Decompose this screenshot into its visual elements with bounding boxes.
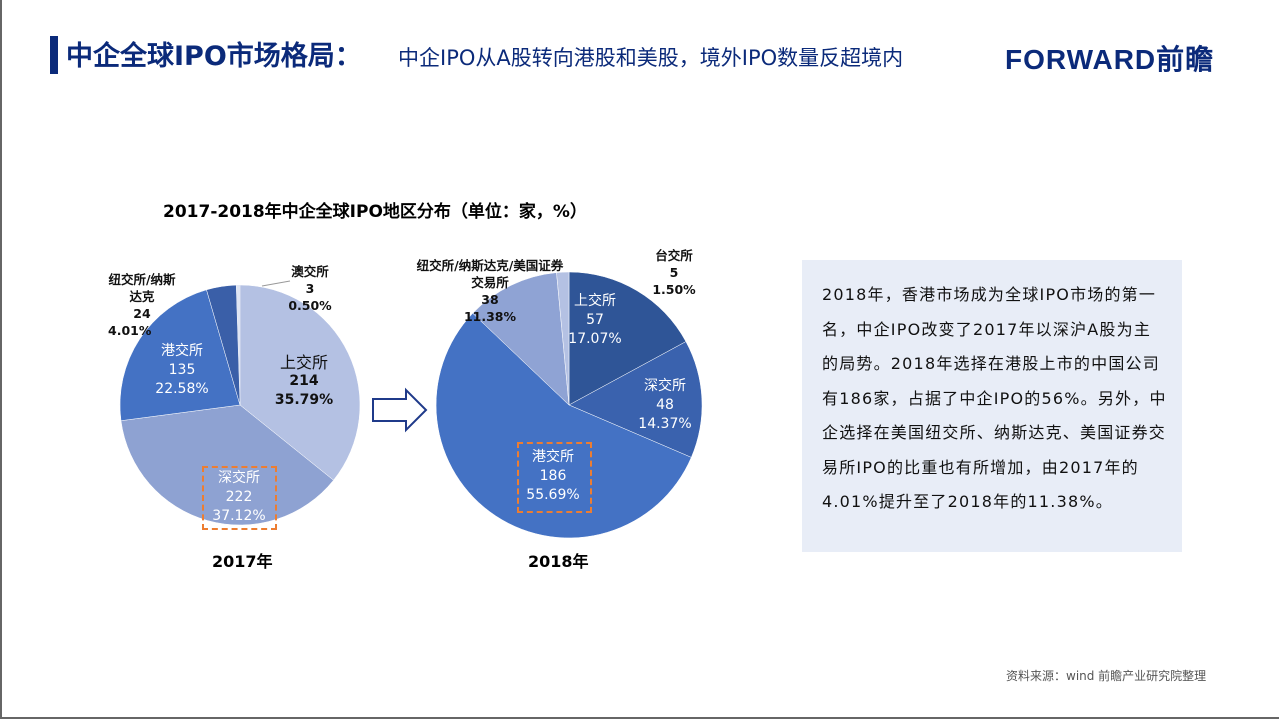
label-2018-us: 纽交所/纳斯达克/美国证券 交易所 38 11.38% [416, 258, 564, 324]
year-label-2017: 2017年 [212, 552, 273, 571]
summary-text: 2018年，香港市场成为全球IPO市场的第一名，中企IPO改变了2017年以深沪… [822, 285, 1167, 511]
pie-2018 [435, 271, 703, 539]
page-title: 中企全球IPO市场格局： [66, 41, 362, 72]
chart-title: 2017-2018年中企全球IPO地区分布（单位：家，%） [163, 202, 587, 222]
title-accent-bar [50, 36, 58, 74]
label-2018-sh: 上交所 57 17.07% [568, 293, 622, 347]
page-subtitle: 中企IPO从A股转向港股和美股，境外IPO数量反超境内 [398, 46, 904, 70]
forward-logo: FORWARD前瞻 [1005, 44, 1215, 75]
label-2017-au: 澳交所 3 0.50% [288, 264, 332, 313]
right-arrow-icon [372, 387, 428, 433]
highlight-box-2018 [517, 442, 592, 513]
label-2017-hk: 港交所 135 22.58% [155, 343, 209, 397]
pie-2017 [119, 280, 361, 526]
label-2018-sz: 深交所 48 14.37% [638, 378, 692, 432]
summary-box: 2018年，香港市场成为全球IPO市场的第一名，中企IPO改变了2017年以深沪… [802, 260, 1182, 552]
label-2017-sh: 上交所 214 35.79% [274, 353, 334, 408]
label-2018-tw: 台交所 5 1.50% [652, 248, 696, 297]
label-2017-sz: 深交所 222 37.12% [212, 470, 266, 524]
source-note: 资料来源：wind 前瞻产业研究院整理 [1006, 669, 1207, 683]
highlight-box-2017 [202, 466, 277, 530]
year-label-2018: 2018年 [528, 552, 589, 571]
label-2018-hk: 港交所 186 55.69% [526, 449, 580, 503]
label-2017-us: 纽交所/纳斯 达克 24 4.01% [108, 272, 176, 338]
